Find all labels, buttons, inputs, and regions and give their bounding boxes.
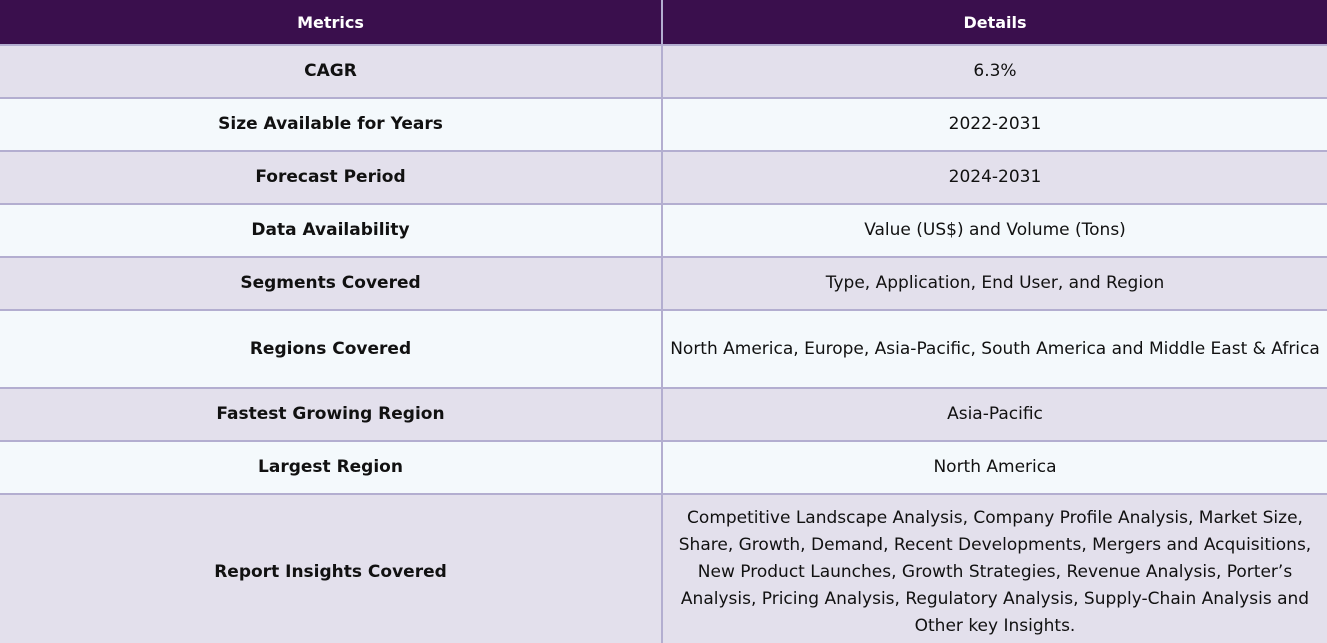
table-row-regions-covered: Regions Covered North America, Europe, A… xyxy=(0,310,1327,389)
metric-cell: Forecast Period xyxy=(0,151,663,205)
table-row-largest-region: Largest Region North America xyxy=(0,441,1327,495)
detail-cell: 2022-2031 xyxy=(662,98,1327,152)
details-column-header: Details xyxy=(662,0,1327,46)
metric-cell: Segments Covered xyxy=(0,257,663,311)
table-body: CAGR 6.3% Size Available for Years 2022-… xyxy=(0,45,1327,643)
table-row-cagr: CAGR 6.3% xyxy=(0,45,1327,99)
table-row-fastest-growing-region: Fastest Growing Region Asia-Pacific xyxy=(0,388,1327,442)
metrics-column-header: Metrics xyxy=(0,0,663,46)
detail-cell: North America xyxy=(662,441,1327,495)
table-row-size-available: Size Available for Years 2022-2031 xyxy=(0,98,1327,152)
metric-cell: Fastest Growing Region xyxy=(0,388,663,442)
detail-cell: Type, Application, End User, and Region xyxy=(662,257,1327,311)
table-row-data-availability: Data Availability Value (US$) and Volume… xyxy=(0,204,1327,258)
detail-cell: 2024-2031 xyxy=(662,151,1327,205)
detail-cell: North America, Europe, Asia-Pacific, Sou… xyxy=(662,310,1327,389)
detail-cell: 6.3% xyxy=(662,45,1327,99)
table-row-segments-covered: Segments Covered Type, Application, End … xyxy=(0,257,1327,311)
detail-cell: Value (US$) and Volume (Tons) xyxy=(662,204,1327,258)
metric-cell: Regions Covered xyxy=(0,310,663,389)
table-row-report-insights: Report Insights Covered Competitive Land… xyxy=(0,494,1327,643)
table-row-forecast-period: Forecast Period 2024-2031 xyxy=(0,151,1327,205)
metric-cell: Largest Region xyxy=(0,441,663,495)
metric-cell: Size Available for Years xyxy=(0,98,663,152)
table-header: Metrics Details xyxy=(0,0,1327,46)
detail-cell: Asia-Pacific xyxy=(662,388,1327,442)
detail-cell: Competitive Landscape Analysis, Company … xyxy=(662,494,1327,643)
header-row: Metrics Details xyxy=(0,0,1327,46)
metric-cell: Report Insights Covered xyxy=(0,494,663,643)
metric-cell: CAGR xyxy=(0,45,663,99)
metric-cell: Data Availability xyxy=(0,204,663,258)
